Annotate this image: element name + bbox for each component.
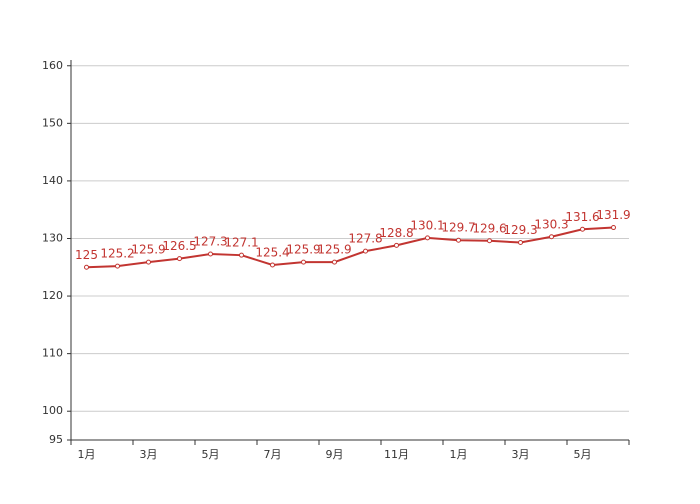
data-label: 126.5 [162,239,196,253]
y-tick-label: 100 [42,404,63,417]
y-tick-label: 140 [42,174,63,187]
point [363,248,368,254]
x-tick-label: 1月 [450,448,468,461]
y-tick-label: 160 [42,59,63,72]
data-label: 129.6 [472,221,506,235]
line [86,226,614,269]
point [611,225,616,231]
point [518,240,523,246]
point [115,263,120,269]
data-label: 130.1 [410,218,444,232]
data-label: 125.2 [100,247,134,261]
y-tick-label: 120 [42,289,63,302]
data-label: 125 [75,248,98,262]
point [456,237,461,243]
y-tick-label: 130 [42,231,63,244]
data-label: 129.3 [503,223,537,237]
data-label: 125.9 [317,243,351,257]
data-label: 127.1 [224,236,258,250]
point [580,226,585,232]
data-label: 131.9 [596,208,630,222]
x-tick-label: 5月 [202,448,220,461]
point [177,256,182,262]
x-tick-label: 5月 [574,448,592,461]
x-tick-label: 11月 [384,448,409,461]
data-label: 125.9 [286,243,320,257]
point [270,262,275,268]
point [84,264,89,270]
y-tick-label: 150 [42,116,63,129]
data-label: 127.3 [193,235,227,249]
data-label: 127.8 [348,232,382,246]
point [301,259,306,265]
point [239,252,244,258]
point [549,234,554,240]
y-tick-label: 95 [49,433,63,446]
point [394,242,399,248]
data-label: 131.6 [565,210,599,224]
x-tick-label: 7月 [264,448,282,461]
point [425,235,430,241]
x-tick-label: 3月 [512,448,530,461]
point [487,238,492,244]
data-label: 128.8 [379,226,413,240]
x-tick-label: 1月 [78,448,96,461]
x-tick-label: 9月 [326,448,344,461]
data-label: 129.7 [441,221,475,235]
point [332,259,337,265]
data-label: 125.9 [131,243,165,257]
data-label: 125.4 [255,245,289,259]
point [208,251,213,257]
data-label: 130.3 [534,217,568,231]
point [146,259,151,265]
y-tick-label: 110 [42,347,63,360]
x-tick-label: 3月 [140,448,158,461]
